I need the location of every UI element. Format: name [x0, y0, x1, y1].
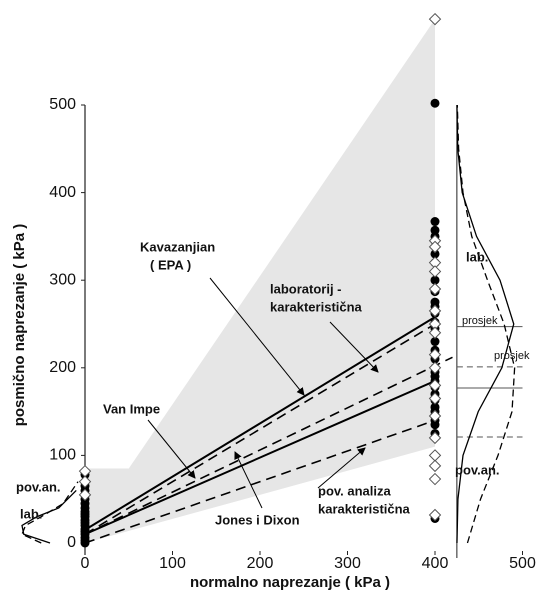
- point: [430, 337, 440, 347]
- point: [428, 379, 442, 392]
- distribution-curve: [456, 104, 516, 544]
- distribution-curve: [21, 481, 79, 544]
- arrow: [147, 419, 196, 479]
- x-tick-label: 500: [509, 555, 536, 572]
- point: [428, 304, 442, 318]
- arrow: [329, 321, 379, 373]
- y-tick-label: 400: [49, 184, 76, 201]
- annotation: prosjek: [462, 315, 498, 327]
- point: [428, 265, 442, 278]
- x-axis-label: normalno naprezanje ( kPa ): [190, 574, 390, 591]
- point: [430, 249, 440, 259]
- point: [428, 459, 442, 473]
- annotation: prosjek: [494, 350, 530, 362]
- point: [428, 392, 442, 405]
- point: [428, 449, 442, 462]
- x-tick-label: 200: [247, 555, 274, 572]
- y-tick-label: 0: [67, 534, 76, 551]
- point: [78, 488, 92, 502]
- arrow: [234, 451, 263, 509]
- point: [428, 508, 442, 522]
- point: [428, 240, 442, 254]
- point: [430, 420, 440, 430]
- fit-line: [84, 356, 453, 535]
- envelope: [85, 19, 435, 544]
- fit-line: [84, 419, 436, 544]
- y-tick-label: 100: [49, 447, 76, 464]
- point: [428, 326, 442, 339]
- annotation: pov.an.: [16, 479, 61, 494]
- annotation: ( EPA ): [150, 257, 191, 272]
- point: [428, 282, 442, 296]
- point: [428, 12, 442, 26]
- point: [428, 348, 442, 361]
- point: [430, 275, 440, 285]
- point: [430, 98, 440, 108]
- y-tick-label: 500: [49, 96, 76, 113]
- x-tick-label: 0: [81, 555, 90, 572]
- point: [428, 409, 442, 423]
- annotation: pov. analiza: [318, 483, 391, 498]
- x-tick-label: 100: [159, 555, 186, 572]
- annotation: Kavazanjian: [140, 239, 215, 254]
- fit-line: [84, 380, 436, 536]
- x-tick-label: 400: [422, 555, 449, 572]
- y-tick-label: 200: [49, 359, 76, 376]
- annotation: Van Impe: [103, 401, 160, 416]
- plot: 0 100 200 300 400 500 0 100 200 300 400 500 laborato…: [16, 12, 536, 572]
- point: [428, 431, 442, 445]
- annotation: lab.: [20, 506, 42, 521]
- annotation: karakteristična: [318, 501, 411, 516]
- fit-line: [84, 323, 436, 535]
- y-tick-label: 300: [49, 271, 76, 288]
- point: [430, 217, 440, 227]
- distribution-curve: [456, 104, 515, 544]
- fit-line: [84, 316, 436, 531]
- annotation: pov.an.: [455, 462, 500, 477]
- arrow: [209, 277, 305, 396]
- x-tick-label: 300: [334, 555, 361, 572]
- annotation: karakteristična: [270, 299, 363, 314]
- y-axis-label: posmično naprezanje ( kPa ): [11, 224, 28, 427]
- arrow: [317, 447, 366, 489]
- annotation: laboratorij -: [270, 281, 342, 296]
- annotation: Jones i Dixon: [215, 512, 300, 527]
- point: [428, 361, 442, 375]
- point: [428, 472, 442, 486]
- point: [78, 475, 92, 488]
- annotation: lab.: [466, 249, 488, 264]
